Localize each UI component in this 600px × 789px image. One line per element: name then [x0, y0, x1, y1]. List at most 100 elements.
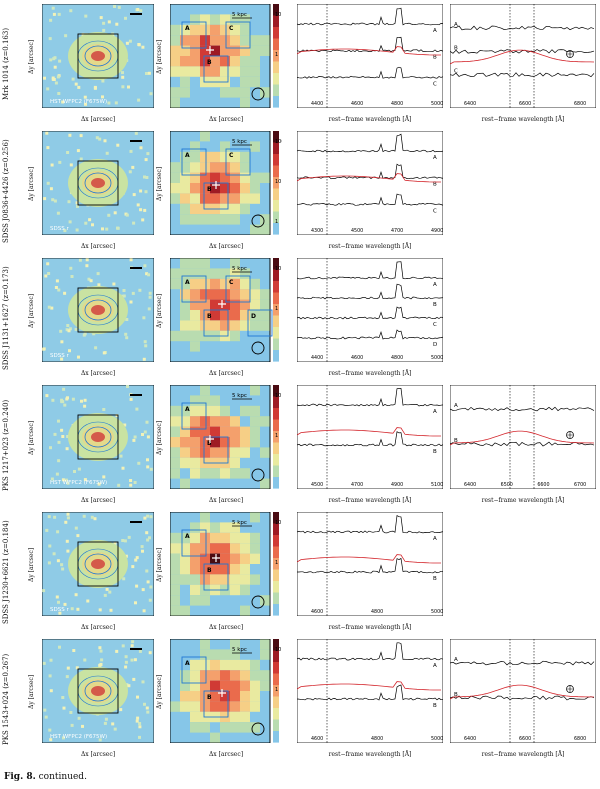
noise-pixel: [46, 146, 50, 150]
noise-pixel: [48, 728, 52, 732]
region-spectrum: [296, 431, 444, 447]
ifu-spaxel: [200, 574, 210, 585]
noise-pixel: [49, 187, 53, 191]
noise-pixel: [113, 211, 117, 215]
wavelength-tick: 4400: [311, 355, 323, 361]
noise-pixel: [149, 467, 153, 471]
noise-pixel: [131, 640, 135, 644]
ifu-spaxel: [230, 468, 240, 479]
ifu-spaxel: [170, 278, 180, 290]
noise-pixel: [116, 143, 120, 147]
ifu-spaxel: [190, 183, 200, 194]
wavelength-tick: 4800: [391, 101, 403, 107]
ifu-spaxel: [240, 670, 250, 681]
ifu-spaxel: [180, 670, 190, 681]
wavelength-tick: 4500: [311, 482, 323, 488]
ifu-spaxel: [180, 416, 190, 427]
ifu-spaxel: [170, 605, 180, 616]
noise-pixel: [83, 404, 87, 408]
nucleus-marker: [218, 300, 226, 308]
wavelength-tick: 5100: [431, 482, 443, 488]
ifu-spaxel: [260, 320, 270, 331]
noise-pixel: [141, 218, 145, 222]
colorbar-tick: 10: [275, 520, 281, 526]
ifu-spaxel: [220, 522, 230, 533]
ifu-spaxel: [200, 595, 210, 606]
noise-pixel: [51, 398, 55, 402]
ifu-spaxel: [210, 310, 220, 321]
ifu-spaxel: [200, 299, 210, 310]
ifu-spaxel: [250, 543, 260, 554]
colorbar-step: [273, 477, 279, 489]
noise-pixel: [121, 75, 125, 79]
ifu-spaxel: [190, 310, 200, 321]
wavelength-tick: 6600: [519, 101, 531, 107]
ifu-spaxel: [170, 701, 180, 712]
spectrum-label: C: [433, 208, 437, 214]
ifu-spaxel: [230, 564, 240, 575]
noise-pixel: [65, 447, 69, 451]
region-box: [181, 656, 207, 684]
ifu-spaxel: [220, 574, 230, 585]
noise-pixel: [84, 14, 88, 18]
noise-pixel: [108, 590, 112, 594]
noise-pixel: [148, 536, 151, 540]
ifu-spaxel: [250, 426, 260, 437]
y-axis-label: Δy [arcsec]: [28, 39, 35, 75]
ifu-spaxel: [190, 457, 200, 469]
ifu-spaxel: [170, 330, 180, 342]
colorbar-step: [273, 200, 279, 212]
noise-pixel: [78, 258, 82, 262]
noise-pixel: [71, 77, 75, 81]
spectrum-label: A: [433, 155, 437, 161]
noise-pixel: [50, 306, 54, 310]
noise-pixel: [139, 208, 143, 212]
ifu-spaxel: [180, 203, 190, 215]
object-name: PKS 1543+024 (z=0.267): [2, 653, 10, 745]
ifu-spaxel: [200, 722, 210, 733]
region-label: A: [185, 25, 190, 32]
spectrum-label: B: [433, 576, 437, 582]
ifu-spaxel: [250, 416, 260, 427]
ifu-spaxel: [220, 659, 230, 671]
scale-bar: [130, 648, 142, 650]
noise-pixel: [73, 470, 76, 473]
spectrum-label: C: [433, 81, 437, 87]
image-source-label: HST WFPC2 (F675W): [50, 480, 107, 486]
noise-pixel: [68, 220, 72, 224]
ifu-spaxel: [260, 447, 270, 458]
host-continuum-model: [296, 46, 441, 56]
ifu-spaxel: [260, 214, 270, 225]
noise-pixel: [80, 399, 83, 403]
noise-pixel: [127, 684, 131, 688]
noise-pixel: [63, 229, 67, 233]
object-name: PKS 1217+023 (z=0.240): [2, 399, 10, 491]
noise-pixel: [60, 340, 64, 344]
noise-pixel: [90, 515, 94, 519]
spectrum-label: A: [433, 663, 437, 669]
ifu-spaxel: [190, 447, 200, 458]
noise-pixel: [63, 291, 67, 295]
noise-pixel: [147, 307, 151, 311]
noise-pixel: [56, 75, 60, 79]
ifu-spaxel: [230, 299, 240, 310]
colorbar-step: [273, 131, 279, 143]
scale-bar: [130, 521, 142, 523]
noise-pixel: [77, 85, 81, 89]
ifu-spaxel: [200, 405, 210, 417]
noise-pixel: [129, 397, 133, 401]
ifu-map: 10 1 A B C D 5 kpc: [169, 257, 281, 363]
noise-pixel: [124, 332, 128, 336]
x-axis-label: Δx [arcsec]: [208, 243, 244, 250]
region-box: [181, 402, 207, 430]
noise-pixel: [70, 723, 74, 727]
region-spectrum: [296, 283, 444, 300]
region-spectrum: [449, 25, 595, 31]
colorbar-tick: 10: [275, 12, 281, 18]
region-box: [203, 690, 229, 718]
noise-pixel: [63, 602, 67, 606]
ifu-spaxel: [250, 512, 260, 523]
ifu-spaxel: [250, 437, 260, 448]
ifu-spaxel: [220, 172, 230, 183]
ifu-spaxel: [240, 659, 250, 671]
